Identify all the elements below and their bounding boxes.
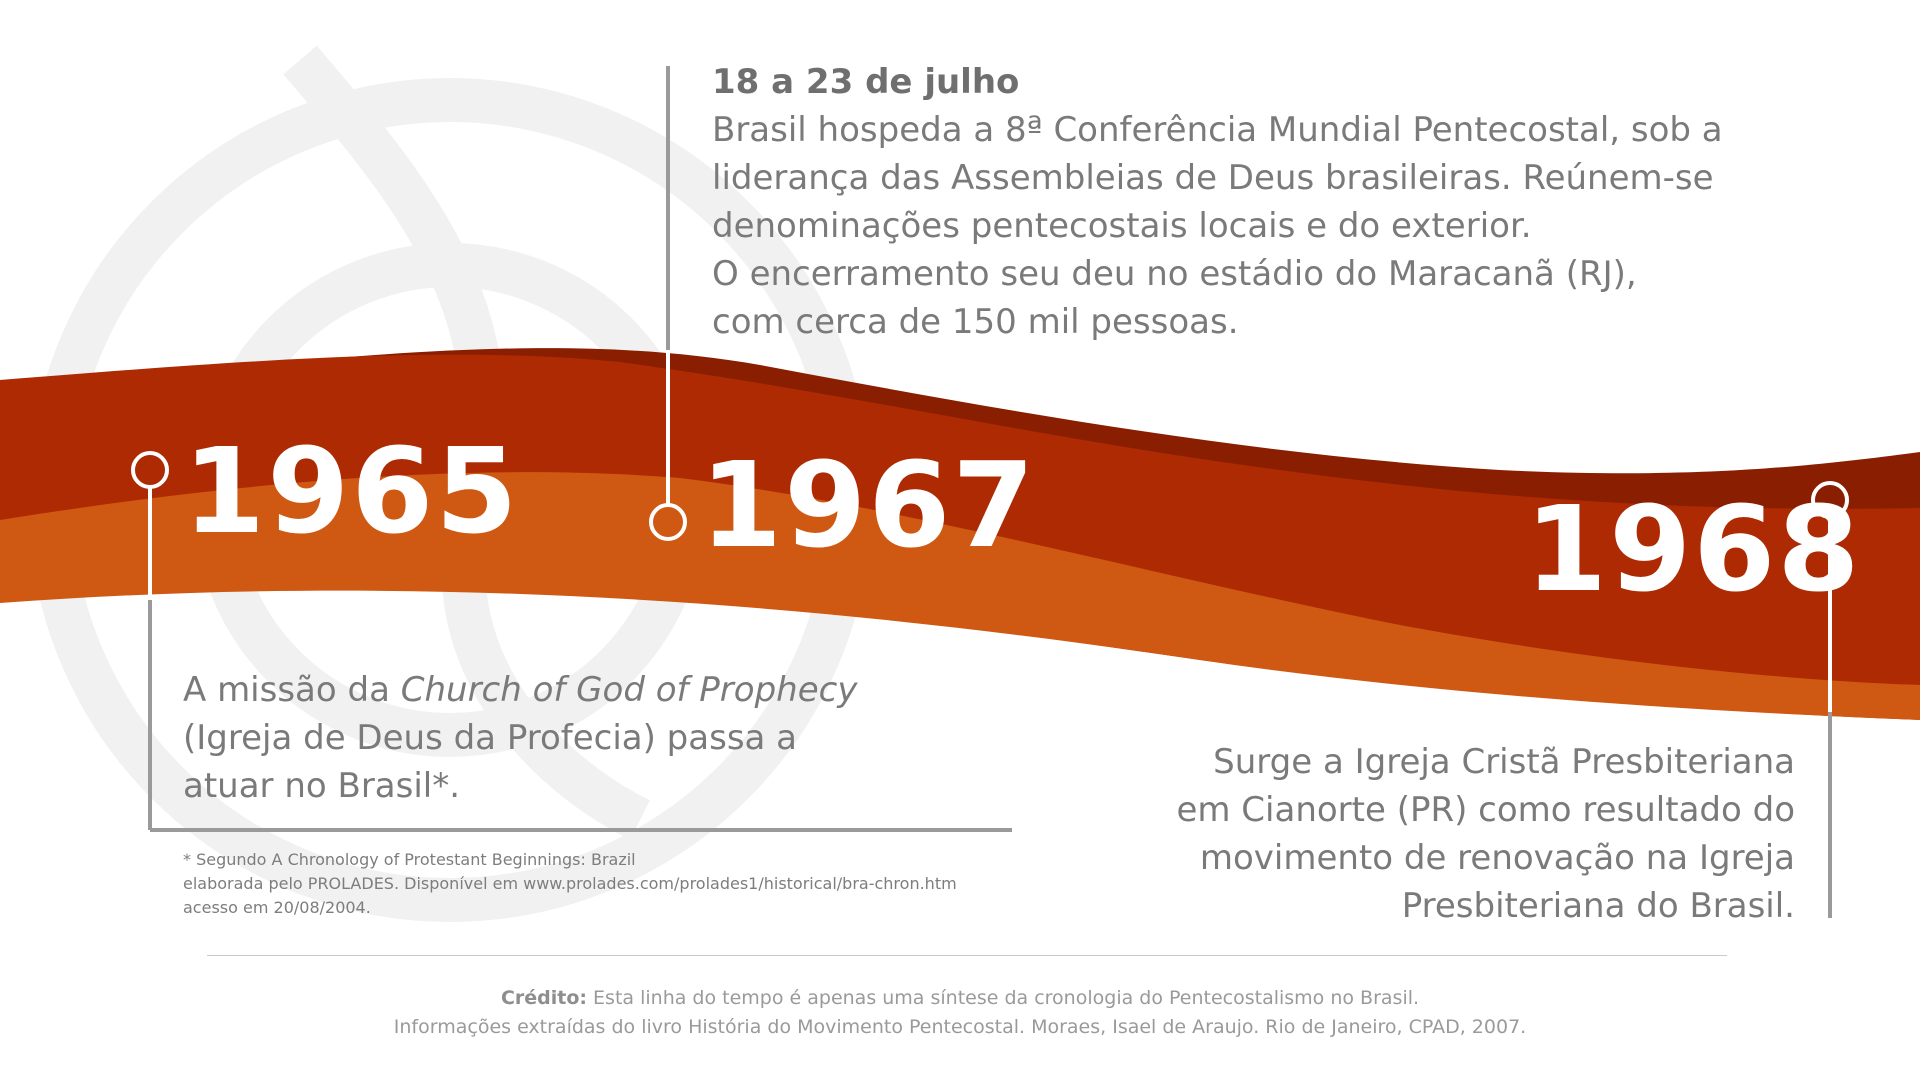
event-1967-date: 18 a 23 de julho [712,62,1020,102]
event-1965-description: A missão da Church of God of Prophecy (I… [183,666,857,810]
event-1968-line: Presbiteriana do Brasil. [1401,886,1795,926]
marker-1967 [649,503,687,541]
year-1967-label: 1967 [700,436,1037,574]
event-1967-description: 18 a 23 de julho Brasil hospeda a 8ª Con… [712,58,1723,346]
credit-block: Crédito: Esta linha do tempo é apenas um… [0,984,1920,1042]
credit-label: Crédito: [500,987,588,1009]
footnote: * Segundo A Chronology of Protestant Beg… [183,848,957,920]
event-1967-line: denominações pentecostais locais e do ex… [712,206,1532,246]
event-1968-line: em Cianorte (PR) como resultado do [1176,790,1795,830]
event-1967-connector [649,66,687,541]
event-1965-line: A missão da Church of God of Prophecy [183,666,857,714]
event-1968-connector [1811,481,1849,918]
event-1967-line: Brasil hospeda a 8ª Conferência Mundial … [712,110,1723,150]
event-1965-intro: A missão da [183,670,401,710]
credit-divider [207,955,1727,956]
marker-1968 [1811,481,1849,519]
year-1965-label: 1965 [183,422,520,560]
footnote-line: * Segundo A Chronology of Protestant Beg… [183,850,636,869]
event-1965-church-name: Church of God of Prophecy [400,670,858,710]
marker-1965 [131,451,169,489]
event-1965-line: (Igreja de Deus da Profecia) passa a [183,718,798,758]
event-1965-connector [131,451,1012,832]
event-1968-line: Surge a Igreja Cristã Presbiteriana [1213,742,1795,782]
event-1968-line: movimento de renovação na Igreja [1199,838,1795,878]
year-1968-label: 1968 [1525,480,1862,618]
footnote-line: acesso em 20/08/2004. [183,898,371,917]
event-1967-line: liderança das Assembleias de Deus brasil… [712,158,1714,198]
event-1965-line: atuar no Brasil*. [183,766,461,806]
footnote-line: elaborada pelo PROLADES. Disponível em w… [183,874,957,893]
credit-line-2: Informações extraídas do livro História … [393,1016,1527,1038]
credit-text: Esta linha do tempo é apenas uma síntese… [587,987,1420,1009]
event-1967-line: O encerramento seu deu no estádio do Mar… [712,254,1637,294]
event-1967-line: com cerca de 150 mil pessoas. [712,302,1239,342]
ribbon-band-orange [0,472,1920,720]
credit-line-1: Crédito: Esta linha do tempo é apenas um… [0,984,1920,1013]
event-1968-description: Surge a Igreja Cristã Presbiteriana em C… [1000,738,1795,930]
